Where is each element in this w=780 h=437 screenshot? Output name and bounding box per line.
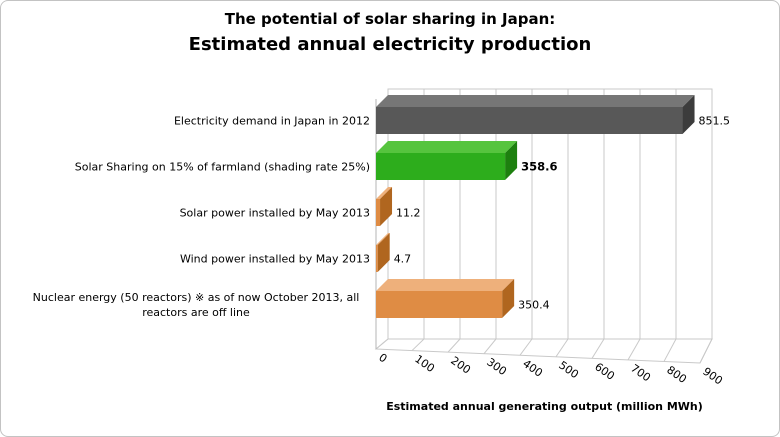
bar-front-face [376,107,683,134]
bar-top-face [376,279,515,291]
value-label: 350.4 [518,299,550,312]
bar-top-face [376,141,518,153]
gridline-floor [375,338,389,350]
gridline-floor [483,338,497,354]
category-label: Solar power installed by May 2013 [179,206,370,219]
bar-top-face [376,187,393,199]
gridline-floor [627,338,641,361]
bar-end-face [377,233,390,272]
bar-front-face [376,291,503,318]
bar-front-face [376,153,506,180]
value-label: 851.5 [699,115,731,128]
gridline-floor [555,338,569,358]
gridline-floor [447,338,461,353]
bar-top-face [376,233,390,245]
chart-title-line1: The potential of solar sharing in Japan: [224,10,556,28]
bar-4: 350.4 [376,279,550,318]
bar-0: 851.5 [376,95,730,134]
value-label: 358.6 [521,160,557,174]
category-label: Nuclear energy (50 reactors) ※ as of now… [32,290,360,319]
value-label: 11.2 [396,207,421,220]
bar-end-face [505,141,518,180]
value-label: 4.7 [394,253,412,266]
gridline-floor [591,338,605,359]
gridline-floor [519,338,533,356]
category-label: Wind power installed by May 2013 [179,252,370,265]
gridline-floor [663,338,677,362]
bar-3: 4.7 [376,233,411,272]
x-axis-title: Estimated annual generating output (mill… [386,400,703,413]
bar-1: 358.6 [376,141,557,180]
bar-top-face [376,95,695,107]
gridline-floor [411,338,425,351]
bar-end-face [380,187,393,226]
bar-end-face [502,279,515,318]
bar-front-face [376,199,381,226]
bar-2: 11.2 [376,187,421,226]
gridline-floor [699,338,713,364]
chart-title-line2: Estimated annual electricity production [188,34,592,55]
bar-end-face [682,95,695,134]
bar-front-face [376,245,378,272]
category-label: Solar Sharing on 15% of farmland (shadin… [74,160,370,173]
category-label: Electricity demand in Japan in 2012 [173,114,370,127]
chart-title: The potential of solar sharing in Japan:… [1,7,779,58]
